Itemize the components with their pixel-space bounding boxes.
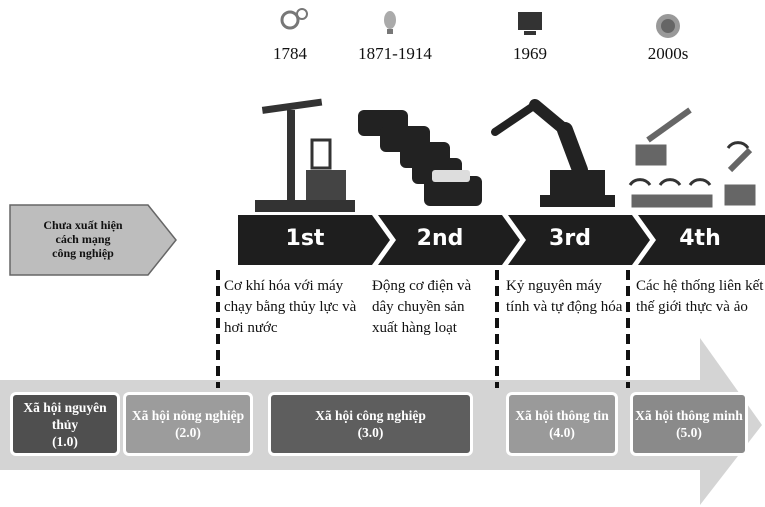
diagram: 1784 1871-1914 1969 2000s Chưa xuất hiện… [0, 0, 765, 507]
description: Các hệ thống liên kết thế giới thực và ả… [636, 276, 764, 318]
year: 1871-1914 [340, 44, 450, 64]
society-name: Xã hội công nghiệp [271, 407, 470, 424]
society-code: (2.0) [126, 424, 250, 441]
cars [358, 110, 482, 206]
pre-revolution: Chưa xuất hiện cách mạng công nghiệp [18, 218, 148, 260]
smart-factory [630, 110, 755, 207]
revolution-label: 3rd [530, 226, 610, 251]
year: 1784 [235, 44, 345, 64]
robot-arm [495, 105, 615, 207]
society-name: Xã hội thông tin [509, 407, 615, 424]
society-code: (1.0) [13, 433, 117, 450]
society-code: (4.0) [509, 424, 615, 441]
society-box: Xã hội công nghiệp (3.0) [268, 392, 473, 456]
icons [282, 9, 680, 38]
society-box: Xã hội thông minh (5.0) [630, 392, 748, 456]
description: Kỷ nguyên máy tính và tự động hóa [506, 276, 626, 318]
society-name: Xã hội nguyên thủy [13, 399, 117, 433]
society-box: Xã hội nông nghiệp (2.0) [123, 392, 253, 456]
society-box: Xã hội nguyên thủy (1.0) [10, 392, 120, 456]
description: Cơ khí hóa với máy chạy bằng thủy lực và… [224, 276, 369, 339]
society-code: (3.0) [271, 424, 470, 441]
revolution-label: 2nd [400, 226, 480, 251]
society-name: Xã hội nông nghiệp [126, 407, 250, 424]
revolution-label: 1st [265, 226, 345, 251]
pre-line: cách mạng [18, 232, 148, 246]
year: 1969 [475, 44, 585, 64]
society-box: Xã hội thông tin (4.0) [506, 392, 618, 456]
society-name: Xã hội thông minh [633, 407, 745, 424]
steam-engine [255, 99, 355, 212]
description: Động cơ điện và dây chuyền sản xuất hàng… [372, 276, 494, 339]
pre-line: Chưa xuất hiện [18, 218, 148, 232]
society-code: (5.0) [633, 424, 745, 441]
revolution-label: 4th [660, 226, 740, 251]
pre-line: công nghiệp [18, 246, 148, 260]
year: 2000s [613, 44, 723, 64]
